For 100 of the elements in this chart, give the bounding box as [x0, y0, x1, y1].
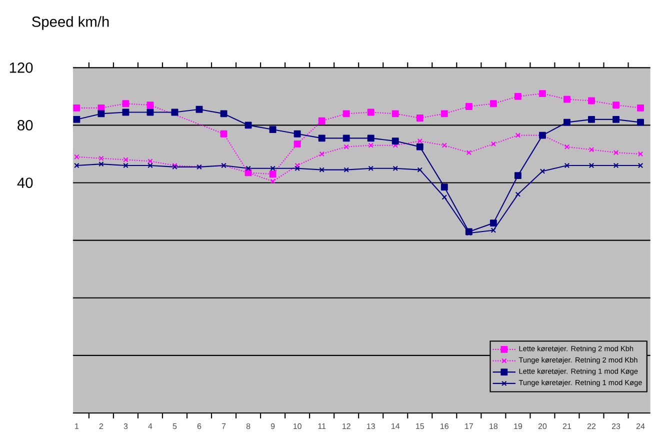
point [146, 102, 154, 109]
point [442, 142, 448, 148]
x-tick-label: 18 [490, 423, 498, 430]
point [417, 138, 422, 144]
point [98, 161, 104, 167]
point [123, 162, 128, 168]
point [269, 170, 276, 178]
point [588, 147, 594, 152]
point [98, 110, 105, 118]
point [392, 138, 399, 145]
x-tick-label: 24 [636, 423, 645, 429]
point [294, 140, 301, 148]
point [270, 178, 276, 184]
point [344, 144, 349, 150]
x-tick-label: 6 [197, 423, 202, 430]
point [73, 104, 80, 112]
point [588, 97, 595, 104]
x-tick-label: 5 [172, 423, 177, 429]
point [123, 157, 128, 162]
point [244, 122, 252, 129]
point [442, 194, 448, 200]
y-tick-label: 120 [10, 62, 33, 73]
point [638, 151, 644, 157]
point [294, 130, 301, 138]
point [148, 162, 153, 168]
x-tick-label: 12 [342, 423, 350, 429]
point [148, 158, 153, 164]
point [294, 166, 300, 171]
point [514, 172, 522, 180]
point [318, 117, 326, 124]
x-tick-label: 20 [538, 423, 547, 430]
point [612, 116, 620, 123]
point [466, 150, 472, 156]
point [538, 90, 546, 98]
x-tick-label: 10 [293, 423, 302, 430]
point [440, 184, 448, 191]
point [220, 130, 228, 138]
point [490, 141, 496, 147]
x-tick-label: 3 [124, 423, 128, 430]
point [440, 110, 448, 118]
point [220, 110, 228, 118]
point [392, 110, 399, 118]
point [270, 166, 276, 171]
point [367, 134, 374, 142]
point [417, 167, 422, 172]
point [122, 108, 130, 116]
point [171, 108, 178, 116]
point [637, 104, 644, 112]
point [246, 166, 251, 171]
x-tick-label: 8 [246, 423, 250, 430]
x-tick-label: 15 [416, 423, 424, 429]
point [392, 166, 398, 171]
point [613, 162, 619, 168]
point [342, 110, 350, 118]
point [319, 167, 324, 172]
point [98, 156, 104, 161]
point [564, 144, 570, 150]
point [564, 96, 570, 103]
point [294, 162, 300, 168]
x-tick-label: 7 [222, 423, 226, 429]
point [515, 132, 521, 138]
point [368, 166, 374, 171]
x-tick-label: 21 [562, 423, 572, 429]
point [146, 108, 154, 116]
x-tick-label: 14 [392, 423, 400, 429]
point [73, 116, 80, 123]
x-tick-label: 13 [367, 423, 375, 430]
point [490, 220, 497, 227]
point [416, 114, 424, 122]
point [196, 106, 203, 113]
x-tick-label: 2 [99, 423, 104, 429]
point [344, 167, 349, 172]
point [74, 154, 80, 160]
point [613, 150, 619, 156]
point [540, 168, 546, 174]
point [514, 92, 522, 100]
point [318, 134, 326, 142]
x-tick-label: 1 [75, 423, 79, 429]
point [612, 102, 620, 109]
point [564, 118, 570, 126]
point [416, 143, 424, 150]
x-tick-label: 9 [270, 423, 275, 430]
x-tick-label: 17 [465, 423, 473, 429]
point [515, 192, 521, 197]
point [342, 134, 350, 142]
y-tick-label: 40 [17, 178, 33, 188]
x-tick-label: 22 [587, 423, 596, 429]
y-tick-label: 80 [18, 120, 33, 130]
point [465, 103, 472, 110]
x-tick-label: 4 [148, 423, 152, 429]
x-tick-label: 23 [612, 423, 620, 430]
y-axis-title: Speed km/h [32, 16, 109, 30]
point [367, 108, 374, 116]
x-tick-label: 16 [440, 423, 448, 430]
point [564, 162, 570, 168]
point [588, 116, 595, 123]
point [490, 100, 497, 108]
point [368, 142, 374, 148]
x-tick-label: 11 [318, 423, 326, 429]
point [588, 162, 594, 168]
